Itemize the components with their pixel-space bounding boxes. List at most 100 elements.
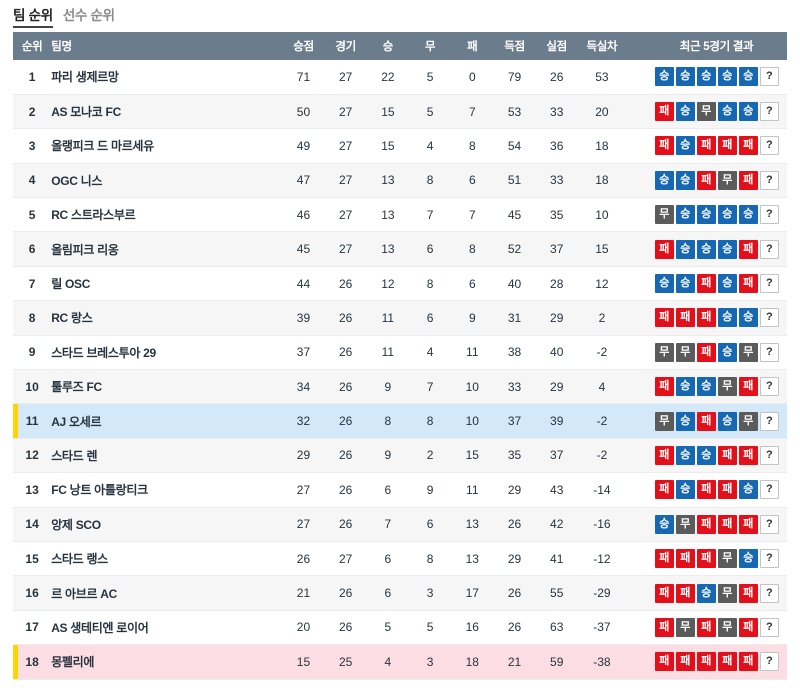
cell-team-name[interactable]: 앙제 SCO: [51, 507, 283, 542]
form-badge-win[interactable]: 승: [738, 308, 758, 328]
form-badge-loss[interactable]: 패: [696, 549, 716, 569]
form-badge-draw[interactable]: 무: [738, 411, 758, 431]
form-badge-loss[interactable]: 패: [696, 274, 716, 294]
form-badge-upcoming[interactable]: ?: [759, 205, 779, 225]
column-header-draws[interactable]: 무: [408, 32, 452, 60]
form-badge-loss[interactable]: 패: [717, 514, 737, 534]
form-badge-loss[interactable]: 패: [696, 411, 716, 431]
column-header-goals-against[interactable]: 실점: [535, 32, 578, 60]
cell-team-name[interactable]: 파리 생제르망: [51, 60, 283, 95]
cell-team-name[interactable]: RC 랑스: [51, 300, 283, 336]
form-badge-draw[interactable]: 무: [696, 102, 716, 122]
form-badge-draw[interactable]: 무: [717, 617, 737, 637]
table-row[interactable]: 17 AS 생테티엔 로이어 20 26 5 5 16 26 63 -37 패 무 패 무 패?: [13, 610, 787, 646]
table-row[interactable]: 13 FC 낭트 아틀랑티크 27 26 6 9 11 29 43 -14 패 승 패 패 승?: [13, 472, 787, 508]
table-row[interactable]: 4 OGC 니스 47 27 13 8 6 51 33 18 승 승 패 무 패?: [13, 163, 787, 199]
form-badge-draw[interactable]: 무: [717, 170, 737, 190]
cell-team-name[interactable]: 올림피크 리옹: [51, 231, 283, 267]
form-badge-win[interactable]: 승: [654, 170, 674, 190]
cell-team-name[interactable]: 툴루즈 FC: [51, 369, 283, 405]
form-badge-draw[interactable]: 무: [717, 549, 737, 569]
form-badge-loss[interactable]: 패: [654, 377, 674, 397]
form-badge-win[interactable]: 승: [696, 445, 716, 465]
cell-team-name[interactable]: RC 스트라스부르: [51, 197, 283, 233]
cell-team-name[interactable]: AJ 오세르: [51, 403, 283, 439]
form-badge-win[interactable]: 승: [717, 308, 737, 328]
form-badge-upcoming[interactable]: ?: [759, 514, 779, 534]
cell-team-name[interactable]: 스타드 브레스투아 29: [51, 335, 283, 371]
form-badge-win[interactable]: 승: [675, 480, 695, 500]
table-row[interactable]: 9 스타드 브레스투아 29 37 26 11 4 11 38 40 -2 무 무 패 승 무?: [13, 335, 787, 371]
cell-team-name[interactable]: 스타드 랭스: [51, 541, 283, 577]
form-badge-win[interactable]: 승: [696, 583, 716, 603]
form-badge-upcoming[interactable]: ?: [759, 652, 779, 672]
column-header-points[interactable]: 승점: [282, 32, 325, 60]
form-badge-loss[interactable]: 패: [654, 652, 674, 672]
form-badge-loss[interactable]: 패: [696, 170, 716, 190]
table-row[interactable]: 16 르 아브르 AC 21 26 6 3 17 26 55 -29 패 패 승 무 패?: [13, 575, 787, 611]
cell-team-name[interactable]: AS 생테티엔 로이어: [51, 610, 283, 646]
form-badge-loss[interactable]: 패: [675, 583, 695, 603]
form-badge-loss[interactable]: 패: [696, 514, 716, 534]
form-badge-win[interactable]: 승: [717, 102, 737, 122]
form-badge-win[interactable]: 승: [696, 239, 716, 259]
table-row[interactable]: 12 스타드 렌 29 26 9 2 15 35 37 -2 패 승 승 패 패?: [13, 438, 787, 474]
form-badge-win[interactable]: 승: [738, 549, 758, 569]
form-badge-win[interactable]: 승: [717, 274, 737, 294]
form-badge-win[interactable]: 승: [675, 274, 695, 294]
form-badge-loss[interactable]: 패: [717, 445, 737, 465]
form-badge-upcoming[interactable]: ?: [759, 617, 779, 637]
form-badge-upcoming[interactable]: ?: [759, 445, 779, 465]
form-badge-loss[interactable]: 패: [675, 549, 695, 569]
form-badge-loss[interactable]: 패: [738, 652, 758, 672]
form-badge-draw[interactable]: 무: [717, 583, 737, 603]
form-badge-loss[interactable]: 패: [738, 583, 758, 603]
column-header-team[interactable]: 팀명: [51, 32, 283, 60]
form-badge-win[interactable]: 승: [675, 239, 695, 259]
form-badge-loss[interactable]: 패: [654, 549, 674, 569]
form-badge-win[interactable]: 승: [696, 67, 716, 87]
table-row[interactable]: 10 툴루즈 FC 34 26 9 7 10 33 29 4 패 승 승 무 패?: [13, 369, 787, 405]
form-badge-win[interactable]: 승: [654, 67, 674, 87]
column-header-goals-for[interactable]: 득점: [493, 32, 536, 60]
form-badge-draw[interactable]: 무: [654, 411, 674, 431]
form-badge-upcoming[interactable]: ?: [759, 549, 779, 569]
form-badge-win[interactable]: 승: [654, 514, 674, 534]
cell-team-name[interactable]: 릴 OSC: [51, 266, 283, 302]
form-badge-loss[interactable]: 패: [717, 136, 737, 156]
table-row[interactable]: 2 AS 모나코 FC 50 27 15 5 7 53 33 20 패 승 무 승 승?: [13, 94, 787, 130]
cell-team-name[interactable]: 스타드 렌: [51, 438, 283, 474]
form-badge-loss[interactable]: 패: [717, 652, 737, 672]
form-badge-upcoming[interactable]: ?: [759, 102, 779, 122]
form-badge-win[interactable]: 승: [696, 377, 716, 397]
cell-team-name[interactable]: 올랭피크 드 마르세유: [51, 128, 283, 164]
form-badge-loss[interactable]: 패: [738, 617, 758, 637]
form-badge-upcoming[interactable]: ?: [759, 170, 779, 190]
form-badge-loss[interactable]: 패: [654, 308, 674, 328]
form-badge-win[interactable]: 승: [675, 102, 695, 122]
tab-player-standings[interactable]: 선수 순위: [62, 8, 115, 23]
form-badge-loss[interactable]: 패: [654, 102, 674, 122]
form-badge-win[interactable]: 승: [675, 205, 695, 225]
form-badge-loss[interactable]: 패: [717, 480, 737, 500]
table-row[interactable]: 6 올림피크 리옹 45 27 13 6 8 52 37 15 패 승 승 승 패?: [13, 231, 787, 267]
form-badge-loss[interactable]: 패: [738, 239, 758, 259]
form-badge-upcoming[interactable]: ?: [759, 480, 779, 500]
form-badge-loss[interactable]: 패: [696, 652, 716, 672]
form-badge-loss[interactable]: 패: [696, 308, 716, 328]
form-badge-win[interactable]: 승: [675, 445, 695, 465]
form-badge-win[interactable]: 승: [696, 205, 716, 225]
form-badge-upcoming[interactable]: ?: [759, 583, 779, 603]
column-header-goal-diff[interactable]: 득실차: [577, 32, 627, 60]
form-badge-upcoming[interactable]: ?: [759, 274, 779, 294]
form-badge-draw[interactable]: 무: [675, 342, 695, 362]
form-badge-upcoming[interactable]: ?: [759, 411, 779, 431]
form-badge-win[interactable]: 승: [717, 67, 737, 87]
form-badge-win[interactable]: 승: [675, 136, 695, 156]
form-badge-win[interactable]: 승: [654, 274, 674, 294]
form-badge-draw[interactable]: 무: [675, 617, 695, 637]
table-row[interactable]: 8 RC 랑스 39 26 11 6 9 31 29 2 패 패 패 승 승?: [13, 300, 787, 336]
form-badge-draw[interactable]: 무: [717, 377, 737, 397]
table-row[interactable]: 1 파리 생제르망 71 27 22 5 0 79 26 53 승 승 승 승 승?: [13, 60, 787, 95]
